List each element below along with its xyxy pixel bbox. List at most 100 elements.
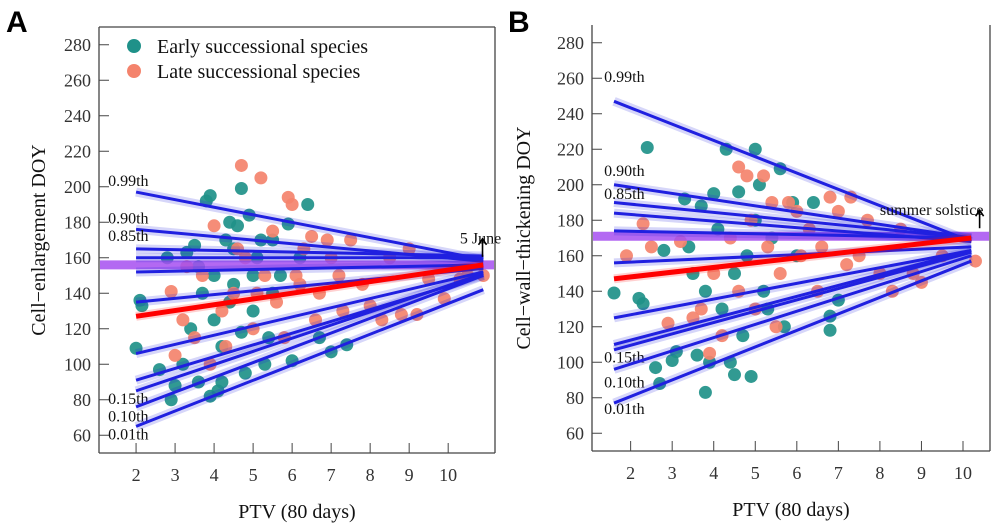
- late-species-point: [644, 240, 658, 254]
- late-species-point: [782, 196, 796, 209]
- early-species-point: [698, 284, 712, 298]
- x-tick-label: 3: [171, 465, 180, 485]
- panel-label-b: B: [508, 6, 530, 39]
- late-species-point: [769, 320, 783, 334]
- x-tick-label: 9: [405, 465, 414, 485]
- quantile-line: [135, 288, 484, 428]
- quantile-line: [613, 259, 972, 405]
- x-tick-label: 9: [917, 463, 926, 483]
- early-species-point: [234, 182, 248, 196]
- quantile-line: [613, 229, 972, 240]
- quantile-line: [135, 274, 484, 409]
- quantile-label: 0.99th: [604, 69, 644, 86]
- legend-marker-late: [127, 64, 141, 78]
- y-tick-label: 240: [557, 104, 584, 124]
- late-species-point: [285, 198, 299, 211]
- x-tick-label: 4: [709, 463, 718, 483]
- late-species-point: [773, 267, 787, 280]
- y-tick-label: 160: [64, 248, 91, 268]
- y-tick-label: 280: [64, 35, 91, 55]
- x-tick-label: 3: [668, 463, 677, 483]
- quantile-line: [613, 99, 972, 243]
- late-species-point: [968, 254, 982, 268]
- early-species-point: [301, 198, 315, 211]
- late-species-point: [270, 295, 284, 309]
- y-axis-label: Cell−wall−thickening DOY: [513, 126, 535, 349]
- late-species-point: [765, 196, 779, 209]
- chart-panel-b: 60 80 100 120 140 160 180 200 220 240 260 280 2 3 4 5 6 7…: [513, 25, 991, 521]
- y-tick-label: 180: [557, 210, 584, 230]
- early-species-point: [823, 323, 837, 337]
- late-species-point: [761, 240, 775, 254]
- x-tick-label: 4: [210, 465, 219, 485]
- late-species-point: [831, 204, 845, 218]
- y-tick-label: 200: [64, 177, 91, 197]
- early-species-point: [207, 313, 221, 327]
- quantile-line: [613, 183, 972, 240]
- early-species-point: [203, 189, 217, 203]
- early-species-point: [207, 269, 221, 282]
- y-tick-label: 120: [557, 317, 584, 337]
- quantile-label: 0.90th: [108, 210, 148, 227]
- y-tick-label: 160: [557, 246, 584, 266]
- y-tick-label: 200: [557, 175, 584, 195]
- x-tick-label: 2: [132, 465, 141, 485]
- early-species-point: [231, 219, 245, 233]
- late-species-point: [332, 269, 346, 282]
- y-tick-label: 100: [64, 354, 91, 374]
- early-species-point: [640, 140, 654, 154]
- early-species-point: [736, 329, 750, 343]
- late-species-point: [258, 269, 272, 282]
- early-species-point: [636, 297, 650, 311]
- quantile-label: 0.15th: [108, 391, 148, 408]
- early-species-point: [715, 302, 729, 316]
- y-tick-label: 140: [557, 281, 584, 301]
- early-species-point: [164, 393, 178, 407]
- early-species-point: [694, 199, 708, 213]
- early-species-point: [238, 366, 252, 380]
- x-tick-label: 10: [954, 463, 972, 483]
- x-axis-label: PTV (80 days): [732, 499, 849, 521]
- late-species-point: [168, 348, 182, 362]
- quantile-line: [613, 201, 972, 240]
- x-tick-label: 7: [834, 463, 843, 483]
- early-species-point: [215, 375, 229, 389]
- x-tick-label: 8: [875, 463, 884, 483]
- late-species-point: [305, 229, 319, 243]
- late-species-point: [661, 316, 675, 330]
- x-tick-label: 2: [626, 463, 635, 483]
- early-species-point: [168, 379, 182, 393]
- late-species-point: [686, 311, 700, 325]
- quantile-line: [136, 263, 484, 274]
- late-species-point: [823, 190, 837, 204]
- late-species-point: [320, 233, 334, 247]
- x-tick-label: 8: [366, 465, 375, 485]
- late-species-point: [336, 304, 350, 318]
- early-species-point: [246, 269, 260, 282]
- late-species-point: [840, 258, 854, 272]
- early-species-point: [273, 269, 287, 282]
- x-tick-label: 5: [751, 463, 760, 483]
- reference-annotation: summer solstice: [880, 202, 984, 219]
- quantile-line: [613, 250, 972, 352]
- late-species-point: [740, 169, 754, 183]
- early-species-point: [707, 187, 721, 201]
- x-tick-label: 5: [249, 465, 258, 485]
- late-species-point: [757, 169, 771, 183]
- y-tick-label: 100: [557, 352, 584, 372]
- y-tick-label: 260: [64, 70, 91, 90]
- late-species-point: [437, 292, 451, 306]
- arrow-head-icon: [974, 208, 985, 217]
- quantile-label: 0.01th: [108, 426, 148, 443]
- quantile-line: [613, 248, 972, 320]
- y-tick-label: 140: [64, 283, 91, 303]
- late-species-point: [636, 217, 650, 231]
- legend-entry: Early successional species: [157, 36, 368, 58]
- early-species-point: [246, 304, 260, 318]
- early-species-point: [607, 286, 621, 300]
- x-axis-label: PTV (80 days): [238, 501, 355, 523]
- quantile-label: 0.85th: [604, 186, 644, 203]
- early-species-point: [727, 368, 741, 382]
- quantile-label: 0.01th: [604, 401, 644, 418]
